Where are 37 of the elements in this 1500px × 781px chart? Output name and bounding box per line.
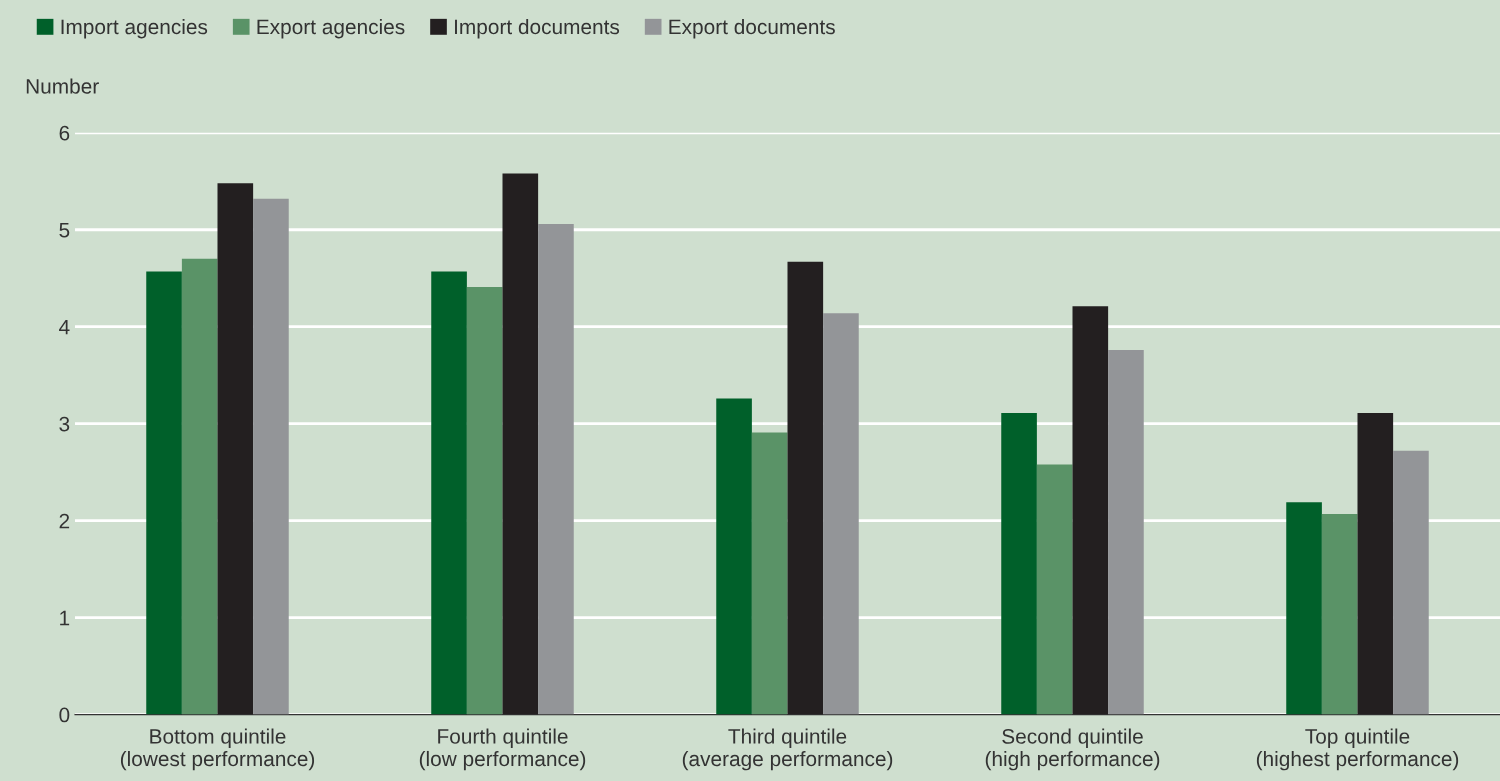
bar — [538, 223, 574, 715]
bar — [1286, 502, 1322, 715]
bar — [751, 432, 788, 715]
y-tick-label: 4 — [59, 319, 70, 335]
y-tick-label: 0 — [59, 707, 70, 723]
bar — [466, 286, 503, 715]
legend-label: Export agencies — [257, 18, 405, 39]
bar — [1357, 413, 1394, 715]
x-tick-label: Bottom quintile (lowest performance) — [120, 728, 315, 771]
bar — [1036, 464, 1073, 715]
bar — [146, 271, 182, 715]
bar — [1393, 450, 1429, 715]
y-tick-label: 6 — [59, 125, 70, 141]
y-tick-label: 1 — [60, 610, 70, 626]
bar — [1001, 413, 1037, 715]
legend-label: Import agencies — [61, 18, 208, 39]
x-tick-label: Fourth quintile (low performance) — [419, 728, 586, 771]
legend-label: Import documents — [455, 18, 620, 39]
x-tick-label: Third quintile (average performance) — [682, 728, 893, 771]
bar — [716, 398, 752, 715]
bar — [787, 261, 824, 715]
x-tick-label: Second quintile (high performance) — [985, 728, 1160, 771]
bar — [431, 271, 467, 715]
y-tick-label: 2 — [59, 513, 70, 529]
y-tick-label: 5 — [59, 222, 70, 238]
bar — [823, 313, 859, 715]
y-tick-label: 3 — [59, 416, 70, 432]
y-axis-title: Number — [26, 78, 99, 94]
bar — [502, 173, 539, 715]
bar — [1072, 306, 1109, 715]
bar — [1108, 349, 1144, 715]
bar — [181, 258, 218, 715]
bar — [1321, 513, 1358, 715]
legend-label: Export documents — [669, 18, 835, 39]
x-tick-label: Top quintile (highest performance) — [1256, 728, 1459, 771]
bar — [253, 198, 289, 715]
bar — [217, 183, 254, 715]
